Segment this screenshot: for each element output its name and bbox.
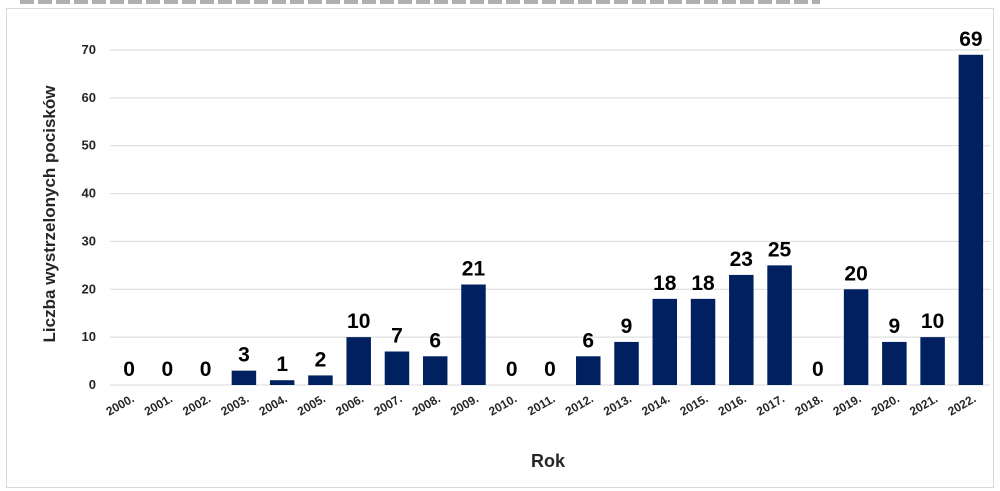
bar <box>767 265 792 385</box>
data-label: 2 <box>315 348 327 371</box>
x-tick-label: 2013. <box>601 391 634 418</box>
data-label: 0 <box>812 358 824 381</box>
bar <box>461 284 486 385</box>
data-label: 0 <box>200 358 212 381</box>
chart-frame <box>6 8 994 488</box>
bar <box>958 54 984 386</box>
bars <box>231 54 984 386</box>
x-tick-label: 2014. <box>639 391 672 418</box>
x-tick-label: 2004. <box>257 391 290 418</box>
data-label: 10 <box>921 310 944 333</box>
y-tick-label: 60 <box>82 90 96 105</box>
x-tick-label: 2022. <box>945 391 978 418</box>
y-tick-label: 50 <box>82 138 96 153</box>
x-tick-label: 2006. <box>333 391 366 418</box>
x-tick-label: 2011. <box>525 391 557 418</box>
data-label: 18 <box>653 272 677 295</box>
data-label: 20 <box>844 262 867 285</box>
bar <box>422 356 448 385</box>
x-tick-label: 2019. <box>831 391 864 418</box>
data-label: 69 <box>959 28 982 51</box>
x-tick-label: 2015. <box>678 391 711 418</box>
data-label: 9 <box>621 315 633 338</box>
x-tick-label: 2012. <box>563 391 596 418</box>
data-label: 1 <box>276 353 288 376</box>
bar <box>308 375 333 385</box>
data-label: 3 <box>238 344 250 367</box>
data-label: 0 <box>123 358 135 381</box>
bar <box>269 380 295 385</box>
x-tick-label: 2003. <box>218 391 251 418</box>
x-tick-label: 2021. <box>907 391 940 418</box>
data-label: 0 <box>544 358 556 381</box>
x-tick-label: 2017. <box>754 391 787 418</box>
data-label: 6 <box>582 329 594 352</box>
y-tick-label: 40 <box>82 186 96 201</box>
bar <box>614 341 639 385</box>
x-tick-label: 2020. <box>869 391 902 418</box>
bar <box>576 356 601 385</box>
x-tick-label: 2002. <box>180 391 213 418</box>
x-axis-label: Rok <box>531 451 566 471</box>
bar <box>231 370 257 385</box>
data-label: 25 <box>768 238 792 261</box>
x-tick-label: 2010. <box>486 391 519 418</box>
y-axis-label: Liczba wystrzelonych pocisków <box>40 85 59 343</box>
bar <box>843 289 869 385</box>
bar <box>690 298 716 385</box>
bar <box>346 337 371 385</box>
x-tick-label: 2009. <box>448 391 481 418</box>
bar <box>920 337 945 385</box>
data-label: 6 <box>429 329 441 352</box>
gridlines <box>110 49 990 386</box>
y-tick-label: 10 <box>82 329 96 344</box>
data-label: 21 <box>462 258 486 281</box>
y-tick-label: 20 <box>82 281 96 296</box>
x-tick-label: 2007. <box>371 391 404 418</box>
y-tick-label: 70 <box>82 42 96 57</box>
data-label: 10 <box>347 310 370 333</box>
cropped-caption-strip <box>0 0 1000 7</box>
data-label: 0 <box>506 358 518 381</box>
y-tick-label: 0 <box>89 377 96 392</box>
y-tick-label: 30 <box>82 233 96 248</box>
bar <box>729 274 754 385</box>
x-tick-label: 2005. <box>295 391 328 418</box>
data-label: 7 <box>391 325 403 348</box>
x-tick-label: 2001. <box>142 391 175 418</box>
bar <box>882 341 907 385</box>
y-axis-ticks: 0 10 20 30 40 50 60 70 <box>82 42 96 392</box>
bar <box>384 351 410 385</box>
data-label: 18 <box>691 272 715 295</box>
data-label: 9 <box>889 315 901 338</box>
data-label: 0 <box>162 358 174 381</box>
x-tick-label: 2016. <box>716 391 749 418</box>
x-tick-label: 2018. <box>792 391 825 418</box>
x-tick-label: 2008. <box>410 391 443 418</box>
data-label: 23 <box>730 248 753 271</box>
x-axis-ticks: 2000. 2001. 2002. 2003. 2004. 2005. 2006. 2007.… <box>104 391 979 418</box>
x-tick-label: 2000. <box>104 391 137 418</box>
bar <box>652 298 678 385</box>
